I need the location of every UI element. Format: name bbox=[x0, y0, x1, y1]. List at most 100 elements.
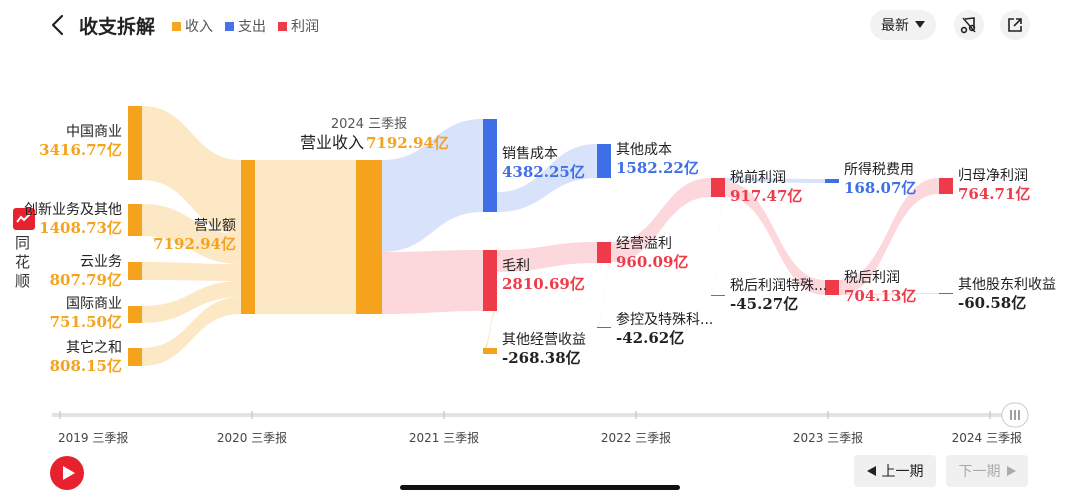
label-minority-name: 其他股东利收益 bbox=[958, 277, 1056, 293]
caret-left-icon bbox=[866, 466, 876, 476]
chart-title: 2024 三季报 bbox=[331, 117, 407, 132]
node-tax bbox=[825, 179, 839, 183]
sankey-nodes bbox=[128, 106, 953, 366]
link-pretax-posttaxsp bbox=[711, 196, 725, 296]
play-icon bbox=[63, 466, 75, 480]
legend: 收入 支出 利润 bbox=[172, 16, 319, 36]
node-new bbox=[128, 204, 142, 236]
label-posttaxsp-value: -45.27亿 bbox=[730, 295, 798, 313]
timeline-tick-label[interactable]: 2019 三季报 bbox=[58, 430, 128, 445]
play-button[interactable] bbox=[50, 456, 84, 490]
logo-icon bbox=[16, 213, 31, 223]
label-opsur-name: 经营溢利 bbox=[616, 236, 672, 252]
sankey-chart: 中国商业3416.77亿创新业务及其他1408.73亿云业务807.79亿国际商… bbox=[24, 106, 1056, 375]
label-otherop-name: 其他经营收益 bbox=[502, 332, 586, 348]
home-indicator bbox=[400, 485, 680, 490]
caret-down-icon bbox=[915, 21, 925, 28]
chart-toggle-button[interactable] bbox=[954, 10, 984, 40]
node-equity bbox=[597, 327, 611, 328]
label-posttaxsp-name: 税后利润特殊... bbox=[730, 278, 827, 294]
label-pretax-name: 税前利润 bbox=[730, 169, 786, 186]
label-parent-name: 归母净利润 bbox=[958, 167, 1028, 184]
link-gross-otherop bbox=[483, 307, 497, 354]
label-tax-name: 所得税费用 bbox=[844, 161, 914, 178]
label-equity-name: 参控及特殊科... bbox=[616, 311, 713, 328]
timeline-ticks: 2019 三季报 2020 三季报 2021 三季报 2022 三季报 2023 三季报… bbox=[58, 411, 1022, 445]
label-new-name: 创新业务及其他 bbox=[24, 202, 122, 218]
node-cn bbox=[128, 106, 142, 180]
link-opinc-gross bbox=[382, 250, 483, 314]
node-pretax bbox=[711, 178, 725, 197]
label-cn-name: 中国商业 bbox=[66, 124, 122, 140]
link-rev-opinc bbox=[255, 160, 356, 314]
label-othcost-name: 其他成本 bbox=[616, 142, 672, 158]
link-cloud-rev bbox=[142, 262, 241, 281]
next-period-label: 下一期 bbox=[958, 464, 1001, 480]
label-intl-name: 国际商业 bbox=[66, 296, 122, 312]
node-othcost bbox=[597, 144, 611, 178]
node-minority bbox=[939, 293, 953, 294]
prev-period-button[interactable]: 上一期 bbox=[854, 455, 936, 487]
link-opsur-pretax bbox=[611, 178, 711, 262]
link-cn-rev bbox=[142, 106, 241, 234]
link-pretax-posttax bbox=[725, 182, 825, 295]
sort-select[interactable]: 最新 bbox=[870, 10, 936, 40]
label-intl-value: 751.50亿 bbox=[50, 313, 122, 331]
timeline-tick-label[interactable]: 2023 三季报 bbox=[793, 430, 863, 445]
label-opinc-name: 营业收入 bbox=[300, 133, 364, 152]
link-new-rev bbox=[142, 204, 241, 264]
sankey-labels: 中国商业3416.77亿创新业务及其他1408.73亿云业务807.79亿国际商… bbox=[24, 117, 1056, 375]
node-opsur bbox=[597, 242, 611, 263]
legend-income[interactable]: 收入 bbox=[172, 16, 213, 36]
label-pretax-value: 917.47亿 bbox=[730, 187, 802, 205]
label-new-value: 1408.73亿 bbox=[39, 219, 122, 237]
share-icon bbox=[1008, 18, 1022, 32]
legend-expense[interactable]: 支出 bbox=[225, 16, 266, 36]
legend-profit[interactable]: 利润 bbox=[278, 16, 319, 36]
timeline-tick-label[interactable]: 2020 三季报 bbox=[217, 430, 287, 445]
node-posttaxsp bbox=[711, 295, 725, 296]
label-otherop-value: -268.38亿 bbox=[502, 349, 581, 367]
timeline-tick-label[interactable]: 2024 三季报 bbox=[952, 430, 1022, 445]
label-equity-value: -42.62亿 bbox=[616, 329, 684, 347]
link-opinc-cogs bbox=[382, 119, 483, 252]
node-cloud bbox=[128, 262, 142, 280]
sankey-links bbox=[142, 106, 939, 366]
label-gross-value: 2810.69亿 bbox=[502, 275, 585, 293]
header: 收支拆解 收入 支出 利润 最新 bbox=[0, 0, 1080, 52]
legend-income-swatch bbox=[172, 21, 181, 31]
label-othcost-value: 1582.22亿 bbox=[616, 159, 699, 177]
music-note-icon bbox=[960, 17, 976, 34]
timeline-handle[interactable] bbox=[1001, 402, 1029, 428]
label-cn-value: 3416.77亿 bbox=[39, 141, 122, 159]
label-other-value: 808.15亿 bbox=[50, 357, 122, 375]
share-button[interactable] bbox=[1000, 10, 1030, 40]
label-cogs-value: 4382.25亿 bbox=[502, 163, 585, 181]
label-opsur-value: 960.09亿 bbox=[616, 253, 688, 271]
back-arrow-icon[interactable] bbox=[48, 12, 68, 38]
label-posttax-name: 税后利润 bbox=[844, 270, 900, 286]
link-intl-rev bbox=[142, 281, 241, 323]
link-opsur-equity bbox=[597, 262, 611, 328]
caret-right-icon bbox=[1006, 466, 1016, 476]
node-rev bbox=[241, 160, 255, 314]
label-cogs-name: 销售成本 bbox=[502, 146, 558, 162]
label-cloud-name: 云业务 bbox=[80, 254, 122, 270]
label-rev-value: 7192.94亿 bbox=[153, 235, 236, 253]
node-intl bbox=[128, 306, 142, 323]
next-period-button[interactable]: 下一期 bbox=[946, 455, 1028, 487]
node-posttax bbox=[825, 280, 839, 295]
link-cogs-othcost bbox=[497, 144, 597, 212]
app-logo-text: 同花顺 bbox=[15, 234, 31, 290]
sort-select-label: 最新 bbox=[881, 18, 909, 34]
page-title: 收支拆解 bbox=[79, 16, 156, 38]
timeline-tick-label[interactable]: 2021 三季报 bbox=[409, 430, 479, 445]
label-cloud-value: 807.79亿 bbox=[50, 271, 122, 289]
timeline-tick-label[interactable]: 2022 三季报 bbox=[601, 430, 671, 445]
node-otherop bbox=[483, 348, 497, 354]
prev-period-label: 上一期 bbox=[881, 464, 924, 480]
timeline: 2019 三季报 2020 三季报 2021 三季报 2022 三季报 2023 三季报… bbox=[52, 402, 1029, 445]
link-posttax-minority bbox=[839, 293, 939, 295]
link-posttax-parent bbox=[839, 178, 939, 295]
link-other-rev bbox=[142, 297, 241, 366]
